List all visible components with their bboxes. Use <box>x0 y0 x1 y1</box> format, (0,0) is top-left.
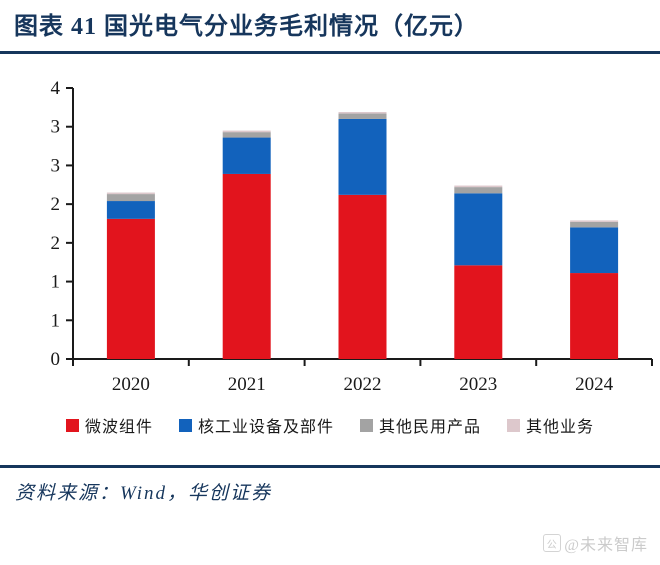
legend-label: 其他业务 <box>526 419 595 436</box>
chart-legend: 微波组件 核工业设备及部件 其他民用产品 其他业务 <box>0 412 660 438</box>
bar-segment-微波组件-2021 <box>222 173 271 359</box>
legend-label: 其他民用产品 <box>379 419 482 436</box>
legend-item-微波组件: 微波组件 <box>65 413 153 437</box>
weilaizhiku-logo-icon: 公 <box>543 534 562 552</box>
x-axis-label: 2024 <box>575 374 614 395</box>
x-axis-label: 2023 <box>459 374 497 395</box>
bar-segment-其他民用产品-2021 <box>222 132 271 138</box>
source-note: 资料来源：Wind，华创证券 <box>15 483 273 504</box>
legend-label: 核工业设备及部件 <box>197 419 334 436</box>
source-divider <box>0 465 660 468</box>
x-axis-label: 2020 <box>112 374 150 395</box>
bar-segment-其他业务-2024 <box>570 220 619 222</box>
figure-title: 图表 41 国光电气分业务毛利情况（亿元） <box>14 14 479 40</box>
y-axis-tick-label: 1 <box>51 310 61 331</box>
legend-item-核工业设备及部件: 核工业设备及部件 <box>178 413 334 437</box>
bar-segment-其他民用产品-2020 <box>106 194 155 202</box>
bar-segment-核工业设备及部件-2023 <box>454 193 503 266</box>
legend-item-其他民用产品: 其他民用产品 <box>360 413 481 437</box>
bar-segment-其他业务-2021 <box>222 130 271 133</box>
bar-segment-微波组件-2023 <box>454 265 503 359</box>
x-axis-label: 2022 <box>344 374 382 395</box>
y-axis-tick-label: 2 <box>51 194 61 215</box>
bar-segment-其他业务-2023 <box>454 185 503 188</box>
y-axis-tick-label: 2 <box>51 233 61 254</box>
y-axis-tick-label: 3 <box>51 117 61 138</box>
bar-segment-其他业务-2020 <box>106 192 155 195</box>
legend-swatch-icon <box>65 418 79 432</box>
legend-label: 微波组件 <box>84 419 153 436</box>
bar-segment-核工业设备及部件-2022 <box>338 118 387 195</box>
bar-segment-其他业务-2022 <box>338 112 387 114</box>
bar-segment-核工业设备及部件-2024 <box>570 227 619 274</box>
bar-segment-微波组件-2024 <box>570 273 619 359</box>
legend-swatch-icon <box>507 418 521 432</box>
y-axis-tick-label: 4 <box>51 78 61 99</box>
plot-area: 4 3 3 2 2 1 1 0 2020 2021 2022 2023 2024 <box>51 78 653 395</box>
legend-swatch-icon <box>360 418 373 432</box>
watermark: 公 @未来智库 <box>543 531 648 555</box>
bar-segment-其他民用产品-2023 <box>454 187 503 194</box>
x-axis-label: 2021 <box>228 374 266 395</box>
bar-segment-核工业设备及部件-2020 <box>106 201 155 219</box>
y-axis-tick-label: 1 <box>51 272 61 293</box>
y-axis-tick-label: 3 <box>51 155 61 176</box>
legend-item-其他业务: 其他业务 <box>507 413 594 437</box>
legend-swatch-icon <box>178 418 192 432</box>
title-divider <box>0 51 660 54</box>
bar-segment-其他民用产品-2024 <box>570 221 619 228</box>
bar-segment-微波组件-2022 <box>338 194 387 359</box>
y-axis-tick-label: 0 <box>51 349 61 370</box>
bar-segment-核工业设备及部件-2021 <box>222 137 271 174</box>
watermark-text: @未来智库 <box>564 537 648 554</box>
bar-segment-微波组件-2020 <box>106 218 155 359</box>
bar-segment-其他民用产品-2022 <box>338 113 387 119</box>
chart-area: 4 3 3 2 2 1 1 0 2020 2021 2022 2023 2024 <box>0 58 660 410</box>
